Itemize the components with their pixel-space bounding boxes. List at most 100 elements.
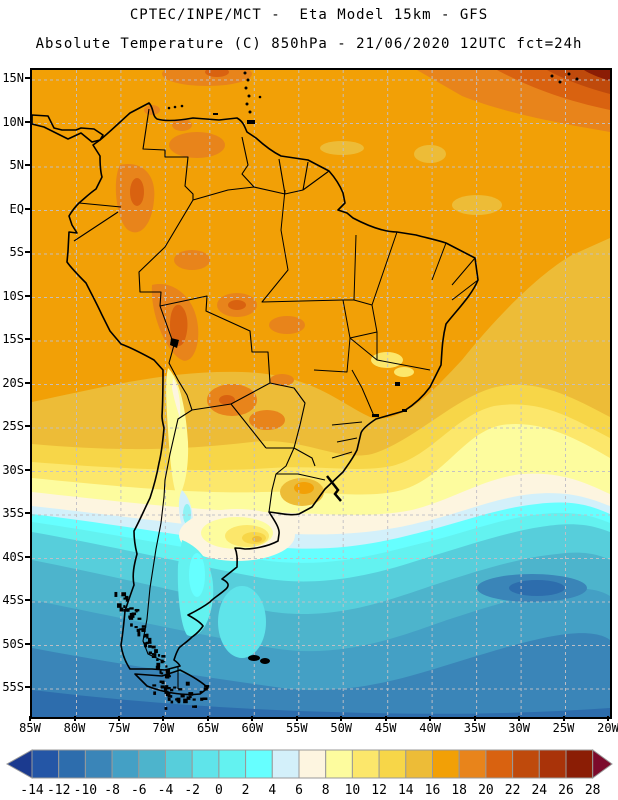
x-axis-tick (206, 716, 209, 721)
y-axis-tick (25, 120, 30, 123)
y-axis-label: 5S (9, 245, 24, 259)
country-borders (73, 108, 330, 689)
y-axis-tick (25, 251, 30, 253)
colorbar-cell (111, 749, 140, 779)
colorbar-cell (271, 749, 300, 779)
state-borders (261, 189, 479, 459)
colorbar-tick-label: 14 (398, 783, 414, 798)
colorbar-cell (512, 749, 540, 779)
colorbar-cell (485, 749, 514, 779)
x-axis-label: 70W (152, 721, 175, 735)
x-axis-label: 30W (508, 721, 530, 735)
y-axis-tick (25, 599, 30, 601)
y-axis-label: 35S (2, 506, 24, 520)
y-axis-tick (25, 207, 30, 210)
y-axis-label: 45S (2, 593, 24, 607)
x-axis-label: 55W (285, 721, 308, 735)
colorbar-cell (58, 749, 86, 779)
colorbar-tick-label: -6 (131, 783, 147, 798)
map-canvas (30, 68, 612, 719)
y-axis-label: 5N (9, 158, 24, 172)
colorbar-cell (298, 749, 327, 779)
y-axis-label: 30S (2, 462, 24, 477)
colorbar-tick-label: 20 (478, 783, 494, 798)
x-axis-tick (384, 716, 387, 721)
colorbar-tick-label: 8 (322, 783, 330, 798)
colorbar-cell (245, 749, 273, 779)
x-axis-label: 60W (241, 721, 264, 735)
x-axis-tick (73, 716, 76, 721)
y-axis-label: 15N (2, 71, 24, 85)
colorbar-tick-label: 22 (505, 783, 521, 798)
colorbar-cell (405, 749, 433, 779)
x-axis-tick (340, 716, 343, 721)
x-axis-label: 40W (419, 721, 441, 735)
x-axis-label: 20W (597, 721, 618, 735)
x-axis-label: 45W (374, 721, 397, 735)
colorbar-tick-label: 26 (558, 783, 574, 798)
colorbar-cell (191, 749, 220, 779)
fjord-speckles (114, 591, 210, 710)
colorbar-tick-label: -12 (47, 783, 70, 798)
colorbar-cell (165, 749, 193, 779)
x-axis-tick (162, 716, 165, 721)
x-axis-tick (473, 716, 476, 721)
x-axis-tick (29, 716, 31, 721)
colorbar-arrow-right (592, 749, 613, 779)
colorbar-tick-label: 2 (242, 783, 250, 798)
temperature-colorbar: -14 -12 -10 -8 -6 -4 -2 0 2 4 6 8 10 12 14 16 18 20 22 24 26… (5, 749, 613, 798)
coastline (32, 102, 479, 696)
y-axis-label: 50S (2, 636, 24, 651)
x-axis-label: 85W (19, 721, 41, 735)
colorbar-tick-label: 4 (268, 783, 276, 798)
colorbar-tick-label: -4 (158, 783, 174, 798)
y-axis-tick (25, 555, 30, 558)
y-axis-label: 15S (2, 332, 24, 346)
colorbar-tick-label: 12 (371, 783, 387, 798)
colorbar-cell (458, 749, 487, 779)
x-axis-label: 80W (63, 721, 86, 735)
colorbar-cell (565, 749, 594, 779)
y-axis-label: 25S (2, 419, 24, 433)
colorbar-tick-label: 24 (531, 783, 547, 798)
x-axis-tick (562, 716, 565, 721)
colorbar-cell (378, 749, 407, 779)
colorbar-tick-label: 6 (295, 783, 303, 798)
y-axis-label: 40S (2, 549, 24, 564)
x-axis-label: 75W (108, 721, 130, 735)
map-subtitle: Absolute Temperature (C) 850hPa - 21/06/… (35, 36, 583, 52)
colorbar-cell (538, 749, 567, 779)
y-axis-tick (25, 512, 30, 514)
x-axis-tick (117, 716, 120, 721)
y-axis-tick (25, 642, 30, 645)
colorbar-cell (325, 749, 353, 779)
y-axis-label: 55S (2, 680, 24, 694)
x-axis-label: 25W (552, 721, 575, 735)
y-axis-label: 20S (2, 375, 24, 390)
x-axis-tick (607, 716, 609, 721)
colorbar-cell (432, 749, 460, 779)
y-axis-tick (25, 294, 30, 297)
y-axis-label: 10N (2, 114, 24, 129)
y-axis-tick (25, 425, 30, 427)
x-axis-label: 65W (196, 721, 219, 735)
colorbar-tick-label: 0 (215, 783, 223, 798)
colorbar-cell (218, 749, 247, 779)
colorbar-tick-label: -10 (74, 783, 97, 798)
colorbar-cell (84, 749, 113, 779)
x-axis-tick (429, 716, 432, 721)
graticule (32, 70, 610, 717)
colorbar-tick-label: -14 (20, 783, 44, 798)
colorbar-cell (138, 749, 167, 779)
colorbar-tick-label: 18 (451, 783, 467, 798)
x-axis-label: 35W (463, 721, 486, 735)
colorbar-tick-label: 10 (345, 783, 361, 798)
y-axis-tick (25, 686, 30, 688)
y-axis-tick (25, 164, 30, 166)
y-axis-tick (25, 338, 30, 340)
x-axis-tick (518, 716, 521, 721)
y-axis-label: 10S (2, 288, 24, 303)
map-title: CPTEC/INPE/MCT - Eta Model 15km - GFS (129, 7, 489, 23)
y-axis-tick (25, 77, 30, 79)
